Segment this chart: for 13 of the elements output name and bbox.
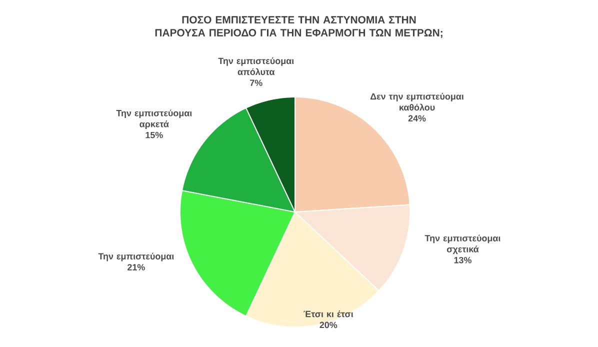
data-label: 21% <box>128 264 145 270</box>
slice-label: Την εμπιστεύομαι απόλυτα <box>218 57 294 76</box>
data-label: 13% <box>454 256 472 264</box>
slice-label: Την εμπιστεύομαι <box>98 252 174 262</box>
slice-label: Έτσι κι έτσι <box>304 310 354 318</box>
chart-title: ΠΟΣΟ ΕΜΠΙΣΤΕΥΕΣΤΕ ΤΗΝ ΑΣΤΥΝΟΜΙΑ ΣΤΗΝ ΠΑΡΟΥΣΑ ΠΕΡΙΟΔΟ ΓΙΑ ΤΗΝ ΕΦΑΡΜΟΓΗ ΤΩΝ ΜΕΤΡΩΝ; <box>155 16 442 38</box>
data-label: 7% <box>250 80 262 86</box>
slice-label: Δεν την εμπιστεύομαι καθόλου <box>370 92 464 111</box>
data-label: 20% <box>320 322 338 328</box>
slice-label: Την εμπιστεύομαι αρκετά <box>116 110 192 130</box>
data-label: 15% <box>146 132 163 138</box>
data-label: 24% <box>408 115 426 122</box>
slice-label: Την εμπιστεύομαι σχετικά <box>424 234 500 254</box>
